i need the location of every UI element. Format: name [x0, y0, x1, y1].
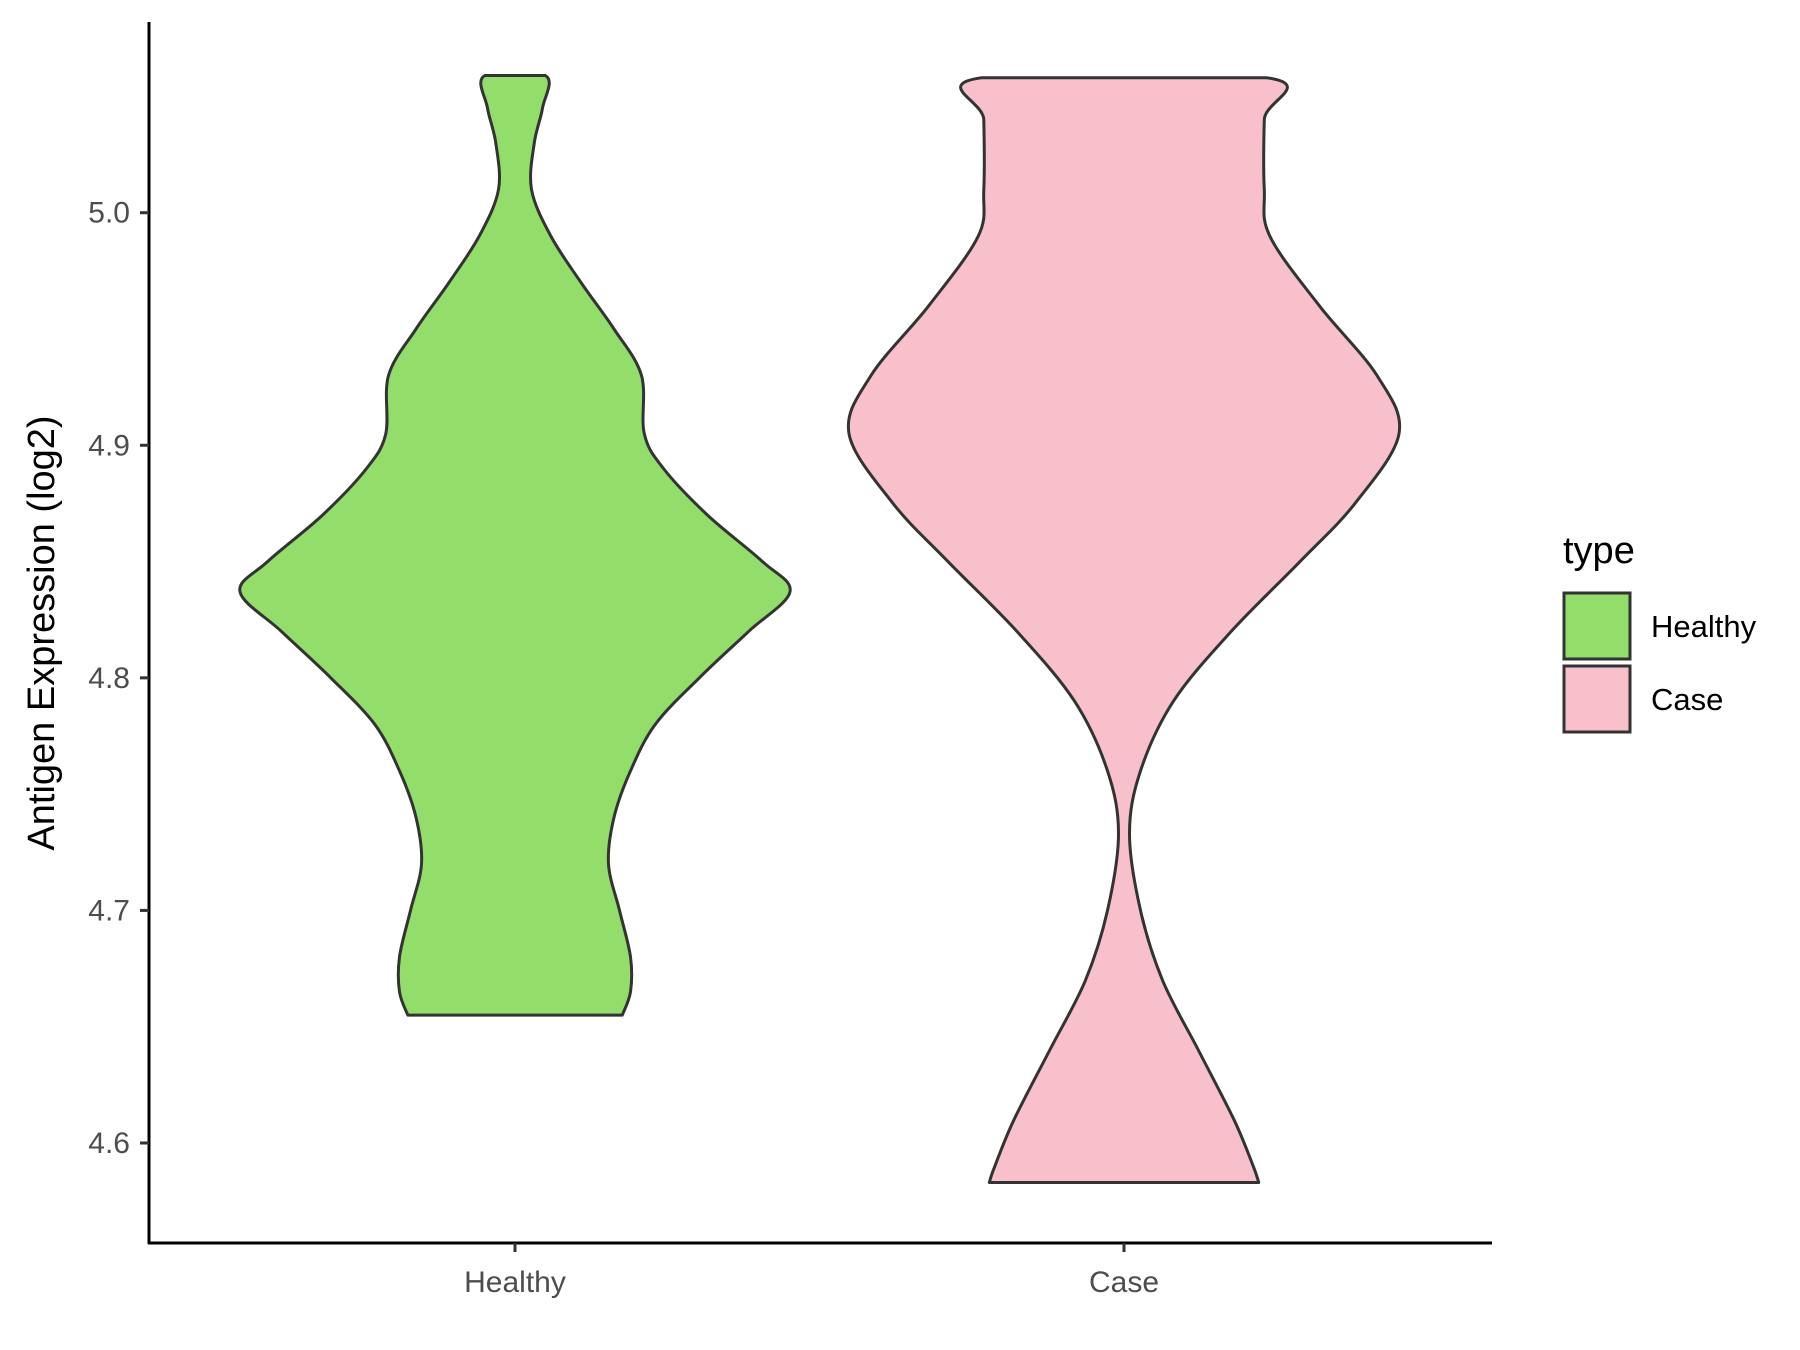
- violin-case: [846, 76, 1402, 1184]
- legend-items: Healthy Case: [1562, 591, 1757, 734]
- x-tick-label: Healthy: [464, 1266, 566, 1299]
- y-tick-label: 4.8: [88, 662, 130, 695]
- y-axis-title: Antigen Expression (log2): [21, 415, 63, 850]
- y-tick-label: 4.9: [88, 429, 130, 462]
- y-tick-label: 4.6: [88, 1127, 130, 1160]
- violin-healthy: [238, 74, 792, 1017]
- legend-label-healthy: Healthy: [1651, 609, 1757, 644]
- y-tick-label: 5.0: [88, 197, 130, 230]
- legend-title: type: [1563, 530, 1635, 572]
- legend: type Healthy Case: [1562, 530, 1757, 734]
- legend-label-case: Case: [1651, 682, 1723, 717]
- x-ticks: Healthy Case: [464, 1243, 1159, 1299]
- y-tick-label: 4.7: [88, 894, 130, 927]
- violins-layer: [238, 74, 1402, 1184]
- y-ticks: 4.6 4.7 4.8 4.9 5.0: [88, 197, 149, 1160]
- legend-key-healthy: [1562, 591, 1632, 661]
- legend-key-case: [1562, 664, 1632, 734]
- x-tick-label: Case: [1089, 1266, 1159, 1299]
